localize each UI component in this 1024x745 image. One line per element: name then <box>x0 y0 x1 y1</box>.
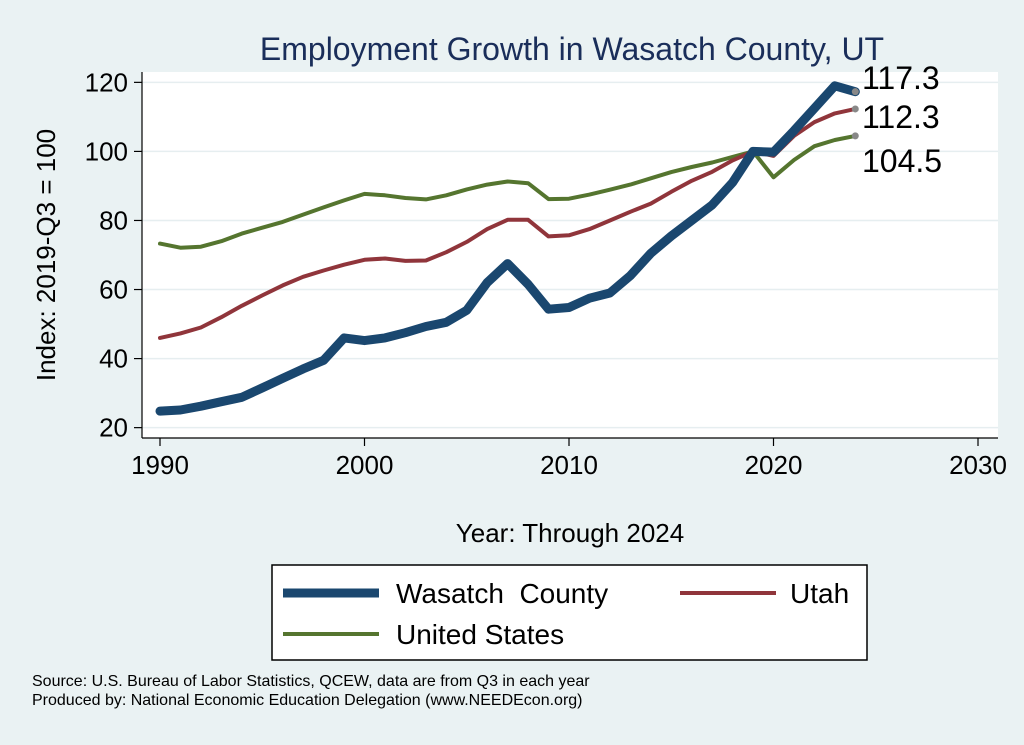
y-axis-label: Index: 2019-Q3 = 100 <box>31 129 61 381</box>
produced-by-line: Produced by: National Economic Education… <box>32 692 583 709</box>
chart-title: Employment Growth in Wasatch County, UT <box>260 31 884 67</box>
series-line-wasatch-county <box>155 81 860 416</box>
series-end-label: 104.5 <box>862 143 942 179</box>
x-tick-label: 2000 <box>336 450 394 480</box>
x-tick-label: 2030 <box>949 450 1007 480</box>
series-line-utah <box>158 106 858 340</box>
series-end-point <box>851 88 859 96</box>
series-end-label: 112.3 <box>862 99 940 135</box>
legend: Wasatch County Utah United States <box>271 564 868 661</box>
series-line-united-states <box>158 133 858 250</box>
legend-label: Wasatch County <box>396 578 608 609</box>
y-axis-ticks: 20 40 60 80 100 120 <box>85 67 142 443</box>
series-lines <box>155 81 860 416</box>
series-end-point <box>851 132 859 140</box>
y-tick-label: 20 <box>99 413 128 443</box>
y-tick-label: 40 <box>99 344 128 374</box>
legend-label: Utah <box>790 578 849 609</box>
x-axis-ticks: 1990 2000 2010 2020 2030 <box>131 438 1007 480</box>
x-tick-label: 2010 <box>540 450 598 480</box>
axes <box>141 72 998 439</box>
source-line: Source: U.S. Bureau of Labor Statistics,… <box>32 673 590 690</box>
legend-label: United States <box>396 619 564 650</box>
source-notes: Source: U.S. Bureau of Labor Statistics,… <box>32 672 590 710</box>
x-tick-label: 2020 <box>745 450 803 480</box>
y-tick-label: 80 <box>99 205 128 235</box>
x-tick-label: 1990 <box>131 450 189 480</box>
y-tick-label: 120 <box>85 67 128 97</box>
y-tick-label: 100 <box>85 136 128 166</box>
series-end-label: 117.3 <box>862 60 940 96</box>
series-end-point <box>851 105 859 113</box>
x-axis-label: Year: Through 2024 <box>456 518 684 548</box>
y-tick-label: 60 <box>99 275 128 305</box>
legend-box <box>271 564 868 661</box>
